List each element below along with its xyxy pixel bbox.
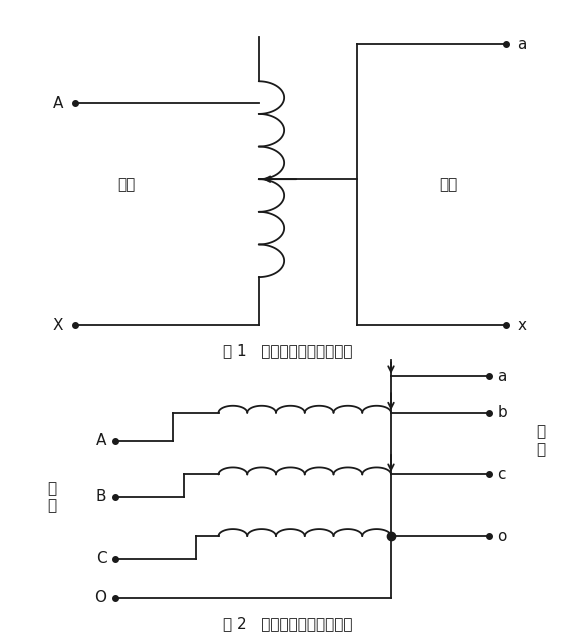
Text: C: C bbox=[96, 551, 106, 566]
Text: 输入: 输入 bbox=[117, 177, 136, 192]
Text: A: A bbox=[53, 96, 63, 111]
Text: 输出: 输出 bbox=[439, 177, 458, 192]
Text: a: a bbox=[518, 37, 527, 52]
Text: 输
入: 输 入 bbox=[47, 481, 56, 513]
Text: O: O bbox=[94, 590, 106, 605]
Text: X: X bbox=[53, 318, 63, 333]
Text: A: A bbox=[96, 433, 106, 448]
Text: 图 2   三相调压器绕组联结图: 图 2 三相调压器绕组联结图 bbox=[223, 617, 352, 631]
Text: B: B bbox=[96, 489, 106, 505]
Text: 图 1   单相调压器绕组联结图: 图 1 单相调压器绕组联结图 bbox=[223, 343, 352, 359]
Text: a: a bbox=[497, 369, 507, 384]
Text: c: c bbox=[497, 467, 506, 482]
Text: o: o bbox=[497, 529, 507, 543]
Text: b: b bbox=[497, 405, 507, 420]
Text: 输
出: 输 出 bbox=[536, 425, 545, 457]
Text: x: x bbox=[518, 318, 527, 333]
